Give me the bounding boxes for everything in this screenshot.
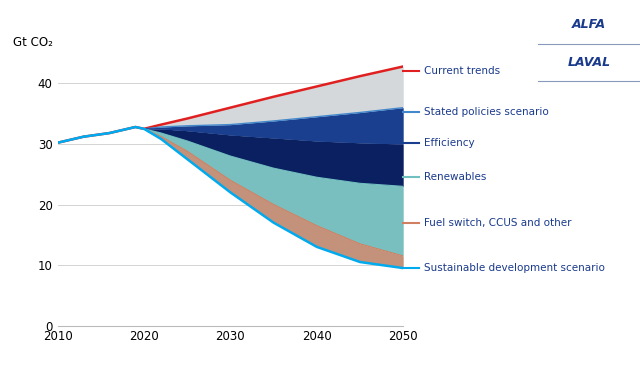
Text: ALFA: ALFA bbox=[572, 18, 606, 31]
Text: Sustainable development scenario: Sustainable development scenario bbox=[424, 263, 605, 273]
Text: Gt CO₂: Gt CO₂ bbox=[13, 36, 52, 48]
Text: Current trends: Current trends bbox=[424, 66, 500, 76]
Text: Fuel switch, CCUS and other: Fuel switch, CCUS and other bbox=[424, 218, 572, 228]
Text: LAVAL: LAVAL bbox=[567, 56, 611, 68]
Text: Efficiency: Efficiency bbox=[424, 138, 475, 148]
Text: Renewables: Renewables bbox=[424, 172, 486, 182]
Text: Stated policies scenario: Stated policies scenario bbox=[424, 107, 549, 118]
